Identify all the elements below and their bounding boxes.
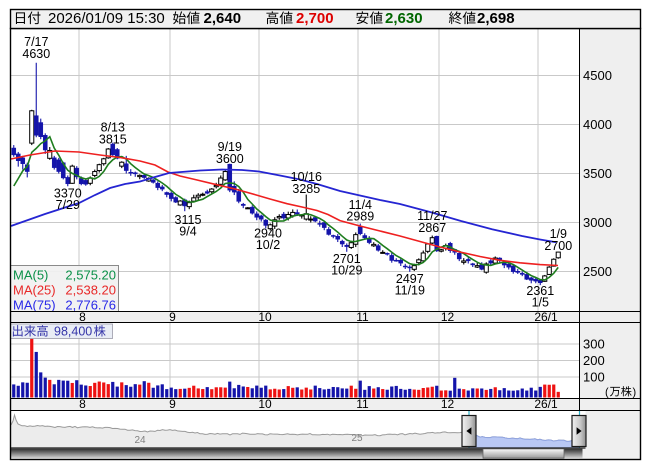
svg-text:10: 10 [258, 397, 272, 411]
svg-text:10: 10 [258, 310, 272, 324]
svg-text:3370: 3370 [54, 187, 82, 201]
svg-text:2701: 2701 [333, 252, 361, 266]
svg-text:2,776.76: 2,776.76 [65, 298, 116, 313]
svg-text:2700: 2700 [544, 239, 572, 253]
svg-text:10/2: 10/2 [256, 238, 280, 252]
svg-text:2,700: 2,700 [296, 10, 334, 27]
svg-text:2867: 2867 [418, 221, 446, 235]
svg-text:11: 11 [356, 310, 369, 324]
svg-text:9: 9 [169, 397, 176, 411]
svg-text:MA(75): MA(75) [13, 298, 56, 313]
svg-text:): ) [633, 387, 637, 399]
svg-text:11: 11 [356, 397, 369, 411]
svg-text:12: 12 [441, 310, 455, 324]
svg-text:11/19: 11/19 [395, 284, 425, 298]
svg-text:11/27: 11/27 [417, 209, 447, 223]
svg-text:4500: 4500 [583, 68, 612, 83]
svg-text:2026/01/09 15:30: 2026/01/09 15:30 [48, 10, 165, 27]
svg-text:7/29: 7/29 [56, 198, 80, 212]
svg-text:10/29: 10/29 [331, 264, 362, 278]
svg-text:3600: 3600 [216, 152, 244, 166]
svg-text:24: 24 [134, 435, 146, 446]
svg-text:8/13: 8/13 [101, 121, 125, 135]
svg-text:2,640: 2,640 [204, 10, 242, 27]
svg-text:2,698: 2,698 [477, 10, 515, 27]
svg-text:11/4: 11/4 [349, 198, 372, 212]
svg-text:12: 12 [441, 397, 455, 411]
svg-text:8: 8 [79, 397, 86, 411]
svg-text:26/1: 26/1 [534, 397, 558, 411]
svg-text:100: 100 [583, 370, 605, 385]
svg-text:3000: 3000 [583, 215, 612, 230]
svg-text:3815: 3815 [99, 133, 127, 147]
svg-text:26/1: 26/1 [534, 310, 558, 324]
svg-text:2500: 2500 [583, 264, 612, 279]
svg-text:3285: 3285 [292, 182, 320, 196]
svg-text:2,575.20: 2,575.20 [65, 268, 116, 283]
svg-text:2,630: 2,630 [385, 10, 423, 27]
svg-text:200: 200 [583, 353, 605, 368]
svg-text:9/4: 9/4 [179, 225, 196, 239]
svg-text:(: ( [605, 387, 609, 399]
svg-text:2940: 2940 [254, 227, 282, 241]
svg-text:MA(25): MA(25) [13, 283, 56, 298]
svg-text:2361: 2361 [526, 284, 554, 298]
svg-text:3500: 3500 [583, 166, 612, 181]
svg-text:9: 9 [169, 310, 176, 324]
svg-text:25: 25 [351, 433, 363, 444]
svg-text:2,538.20: 2,538.20 [65, 283, 116, 298]
svg-text:4000: 4000 [583, 117, 612, 132]
svg-text:300: 300 [583, 337, 605, 352]
svg-text:98,400: 98,400 [54, 325, 92, 339]
svg-text:1/9: 1/9 [550, 227, 567, 241]
svg-text:8: 8 [79, 310, 86, 324]
svg-text:1/5: 1/5 [532, 296, 549, 310]
svg-text:4630: 4630 [22, 47, 50, 61]
svg-text:9/19: 9/19 [218, 140, 242, 154]
svg-text:2497: 2497 [396, 272, 424, 286]
svg-text:MA(5): MA(5) [13, 268, 48, 283]
svg-text:7/17: 7/17 [24, 35, 48, 49]
svg-text:10/16: 10/16 [291, 170, 322, 184]
svg-text:3115: 3115 [175, 213, 202, 227]
svg-text:2989: 2989 [346, 210, 374, 224]
